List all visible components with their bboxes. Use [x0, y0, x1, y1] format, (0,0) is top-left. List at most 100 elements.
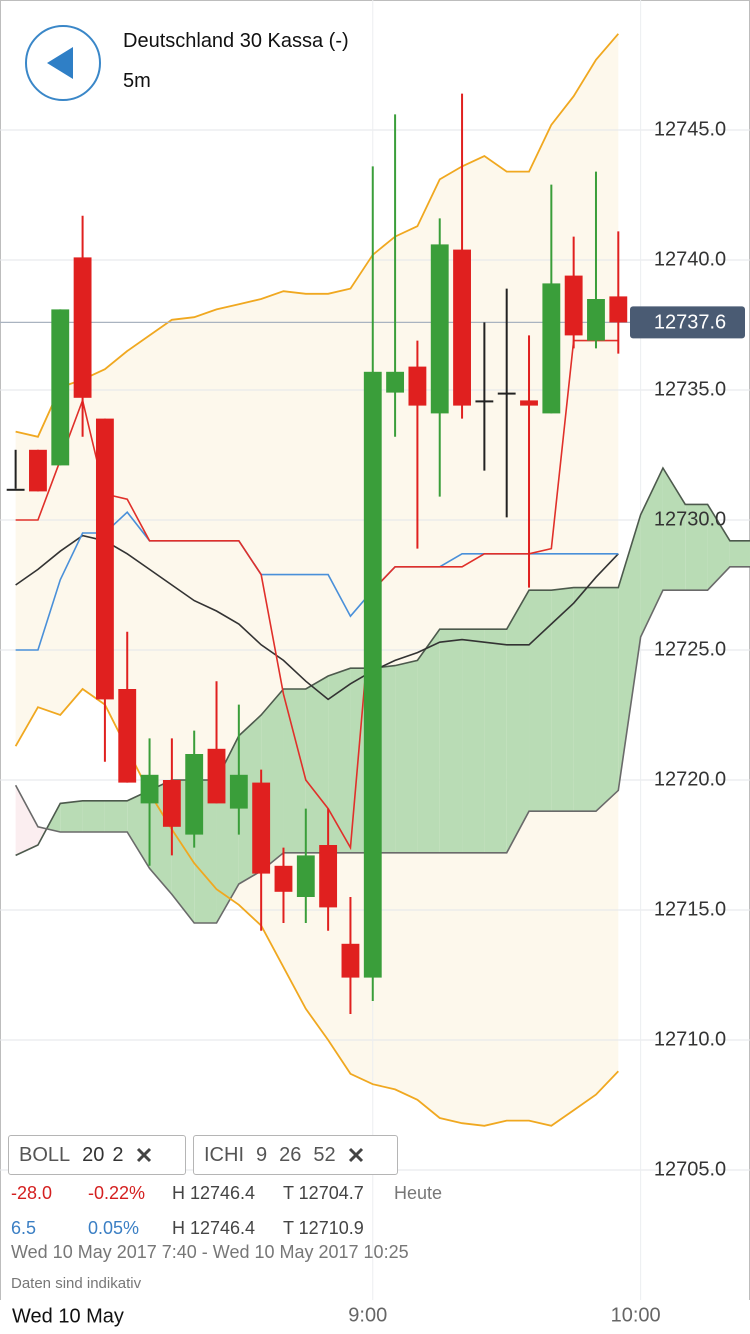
- candle-body: [609, 296, 628, 323]
- candle-body: [542, 283, 561, 414]
- indicator-chip[interactable]: BOLL 20 2: [8, 1135, 186, 1175]
- period: Heute: [394, 1183, 443, 1203]
- last-price-tag: [630, 306, 745, 339]
- candle-body: [6, 488, 25, 491]
- candle-body: [118, 689, 137, 783]
- cloud-fill: [573, 587, 596, 812]
- x-tick-label: 10:00: [611, 1304, 661, 1326]
- candle-body: [341, 943, 360, 978]
- change-pct: 0.05%: [88, 1218, 140, 1238]
- cloud-fill: [439, 629, 463, 853]
- bollinger-upper: [15, 33, 619, 438]
- candle-body: [95, 418, 114, 700]
- chip-param: 52: [313, 1143, 336, 1166]
- candle-body: [408, 366, 427, 406]
- candle-body: [252, 782, 271, 874]
- candle-body: [453, 249, 471, 406]
- cloud-fill: [15, 785, 38, 856]
- candle-body: [162, 780, 181, 827]
- chip-param: 9: [256, 1143, 268, 1166]
- cloud-fill: [127, 790, 150, 869]
- date-label-bg: [2, 1302, 146, 1332]
- cloud-fill: [417, 629, 440, 853]
- change: 6.5: [11, 1218, 37, 1238]
- cloud-fill: [104, 800, 128, 832]
- change-pct: -0.22%: [88, 1183, 146, 1203]
- y-tick-label: 12720.0: [654, 768, 726, 790]
- y-tick-label: 12740.0: [654, 248, 726, 270]
- candle-body: [207, 748, 226, 804]
- close-icon[interactable]: [136, 1147, 152, 1163]
- cloud-fill: [618, 514, 641, 791]
- instrument-title: Deutschland 30 Kassa (-): [123, 30, 349, 52]
- cloud-fill: [328, 668, 351, 853]
- change: -28.0: [11, 1183, 53, 1203]
- cloud-fill: [305, 676, 329, 853]
- y-tick-label: 12730.0: [654, 508, 726, 530]
- x-tick-label: 9:00: [348, 1304, 387, 1326]
- ichimoku-lagging: [15, 534, 619, 701]
- chip-param: 20: [82, 1143, 105, 1166]
- y-tick-label: 12710.0: [654, 1028, 726, 1050]
- cloud-fill: [707, 504, 730, 591]
- chip-param: 26: [279, 1143, 302, 1166]
- chip-param: 2: [112, 1143, 124, 1166]
- candle-body: [564, 275, 583, 336]
- y-tick-label: 12745.0: [654, 118, 726, 140]
- cloud-fill: [685, 504, 708, 591]
- high: H 12746.4: [172, 1218, 256, 1238]
- candle-body: [140, 774, 159, 804]
- candle-body: [185, 754, 204, 835]
- candle-body: [29, 449, 47, 492]
- cloud-fill: [82, 800, 105, 832]
- cloud-fill: [662, 468, 686, 591]
- cloud-span-a: [15, 466, 750, 857]
- chip-name: ICHI: [204, 1143, 244, 1166]
- date-label: Wed 10 May: [12, 1305, 124, 1327]
- candle-body: [319, 845, 338, 908]
- cloud-fill: [484, 629, 507, 853]
- candle-body: [587, 299, 605, 341]
- y-tick-label: 12705.0: [654, 1158, 726, 1180]
- back-button[interactable]: [25, 25, 101, 101]
- candle-body: [520, 400, 538, 406]
- candle-body: [229, 774, 248, 809]
- last-price-label: 12737.6: [654, 312, 726, 334]
- candle-body: [296, 855, 315, 897]
- candle-body: [497, 392, 516, 395]
- cloud-fill: [595, 587, 619, 812]
- y-tick-label: 12735.0: [654, 378, 726, 400]
- cloud-fill: [395, 660, 418, 853]
- cloud-fill: [283, 689, 306, 853]
- y-tick-label: 12725.0: [654, 638, 726, 660]
- cloud-fill: [506, 590, 530, 853]
- cloud-fill: [551, 587, 574, 812]
- indicator-chip[interactable]: ICHI 9 26 52: [193, 1135, 398, 1175]
- cloud-fill: [729, 540, 750, 567]
- date-range: Wed 10 May 2017 7:40 - Wed 10 May 2017 1…: [11, 1242, 409, 1262]
- back-icon: [47, 47, 73, 79]
- disclaimer: Daten sind indikativ: [11, 1275, 142, 1292]
- cloud-span-b: [14, 565, 750, 924]
- chip-name: BOLL: [19, 1143, 71, 1166]
- cloud-fill: [529, 590, 552, 812]
- close-icon[interactable]: [348, 1147, 364, 1163]
- candle-body: [386, 371, 405, 393]
- bollinger-lower: [14, 687, 619, 1127]
- interval[interactable]: 5m: [123, 70, 151, 92]
- candle-body: [475, 400, 494, 403]
- cloud-fill: [60, 800, 83, 832]
- high: H 12746.4: [172, 1183, 256, 1203]
- candle-body: [51, 309, 70, 466]
- cloud-fill: [640, 468, 663, 637]
- ichimoku-tenkan: [15, 339, 619, 851]
- candle-body: [73, 257, 92, 398]
- y-tick-label: 12715.0: [654, 898, 726, 920]
- cloud-fill: [462, 629, 485, 853]
- low: T 12704.7: [283, 1183, 364, 1203]
- candle-body: [430, 244, 449, 414]
- candle-body: [274, 865, 293, 892]
- low: T 12710.9: [283, 1218, 364, 1238]
